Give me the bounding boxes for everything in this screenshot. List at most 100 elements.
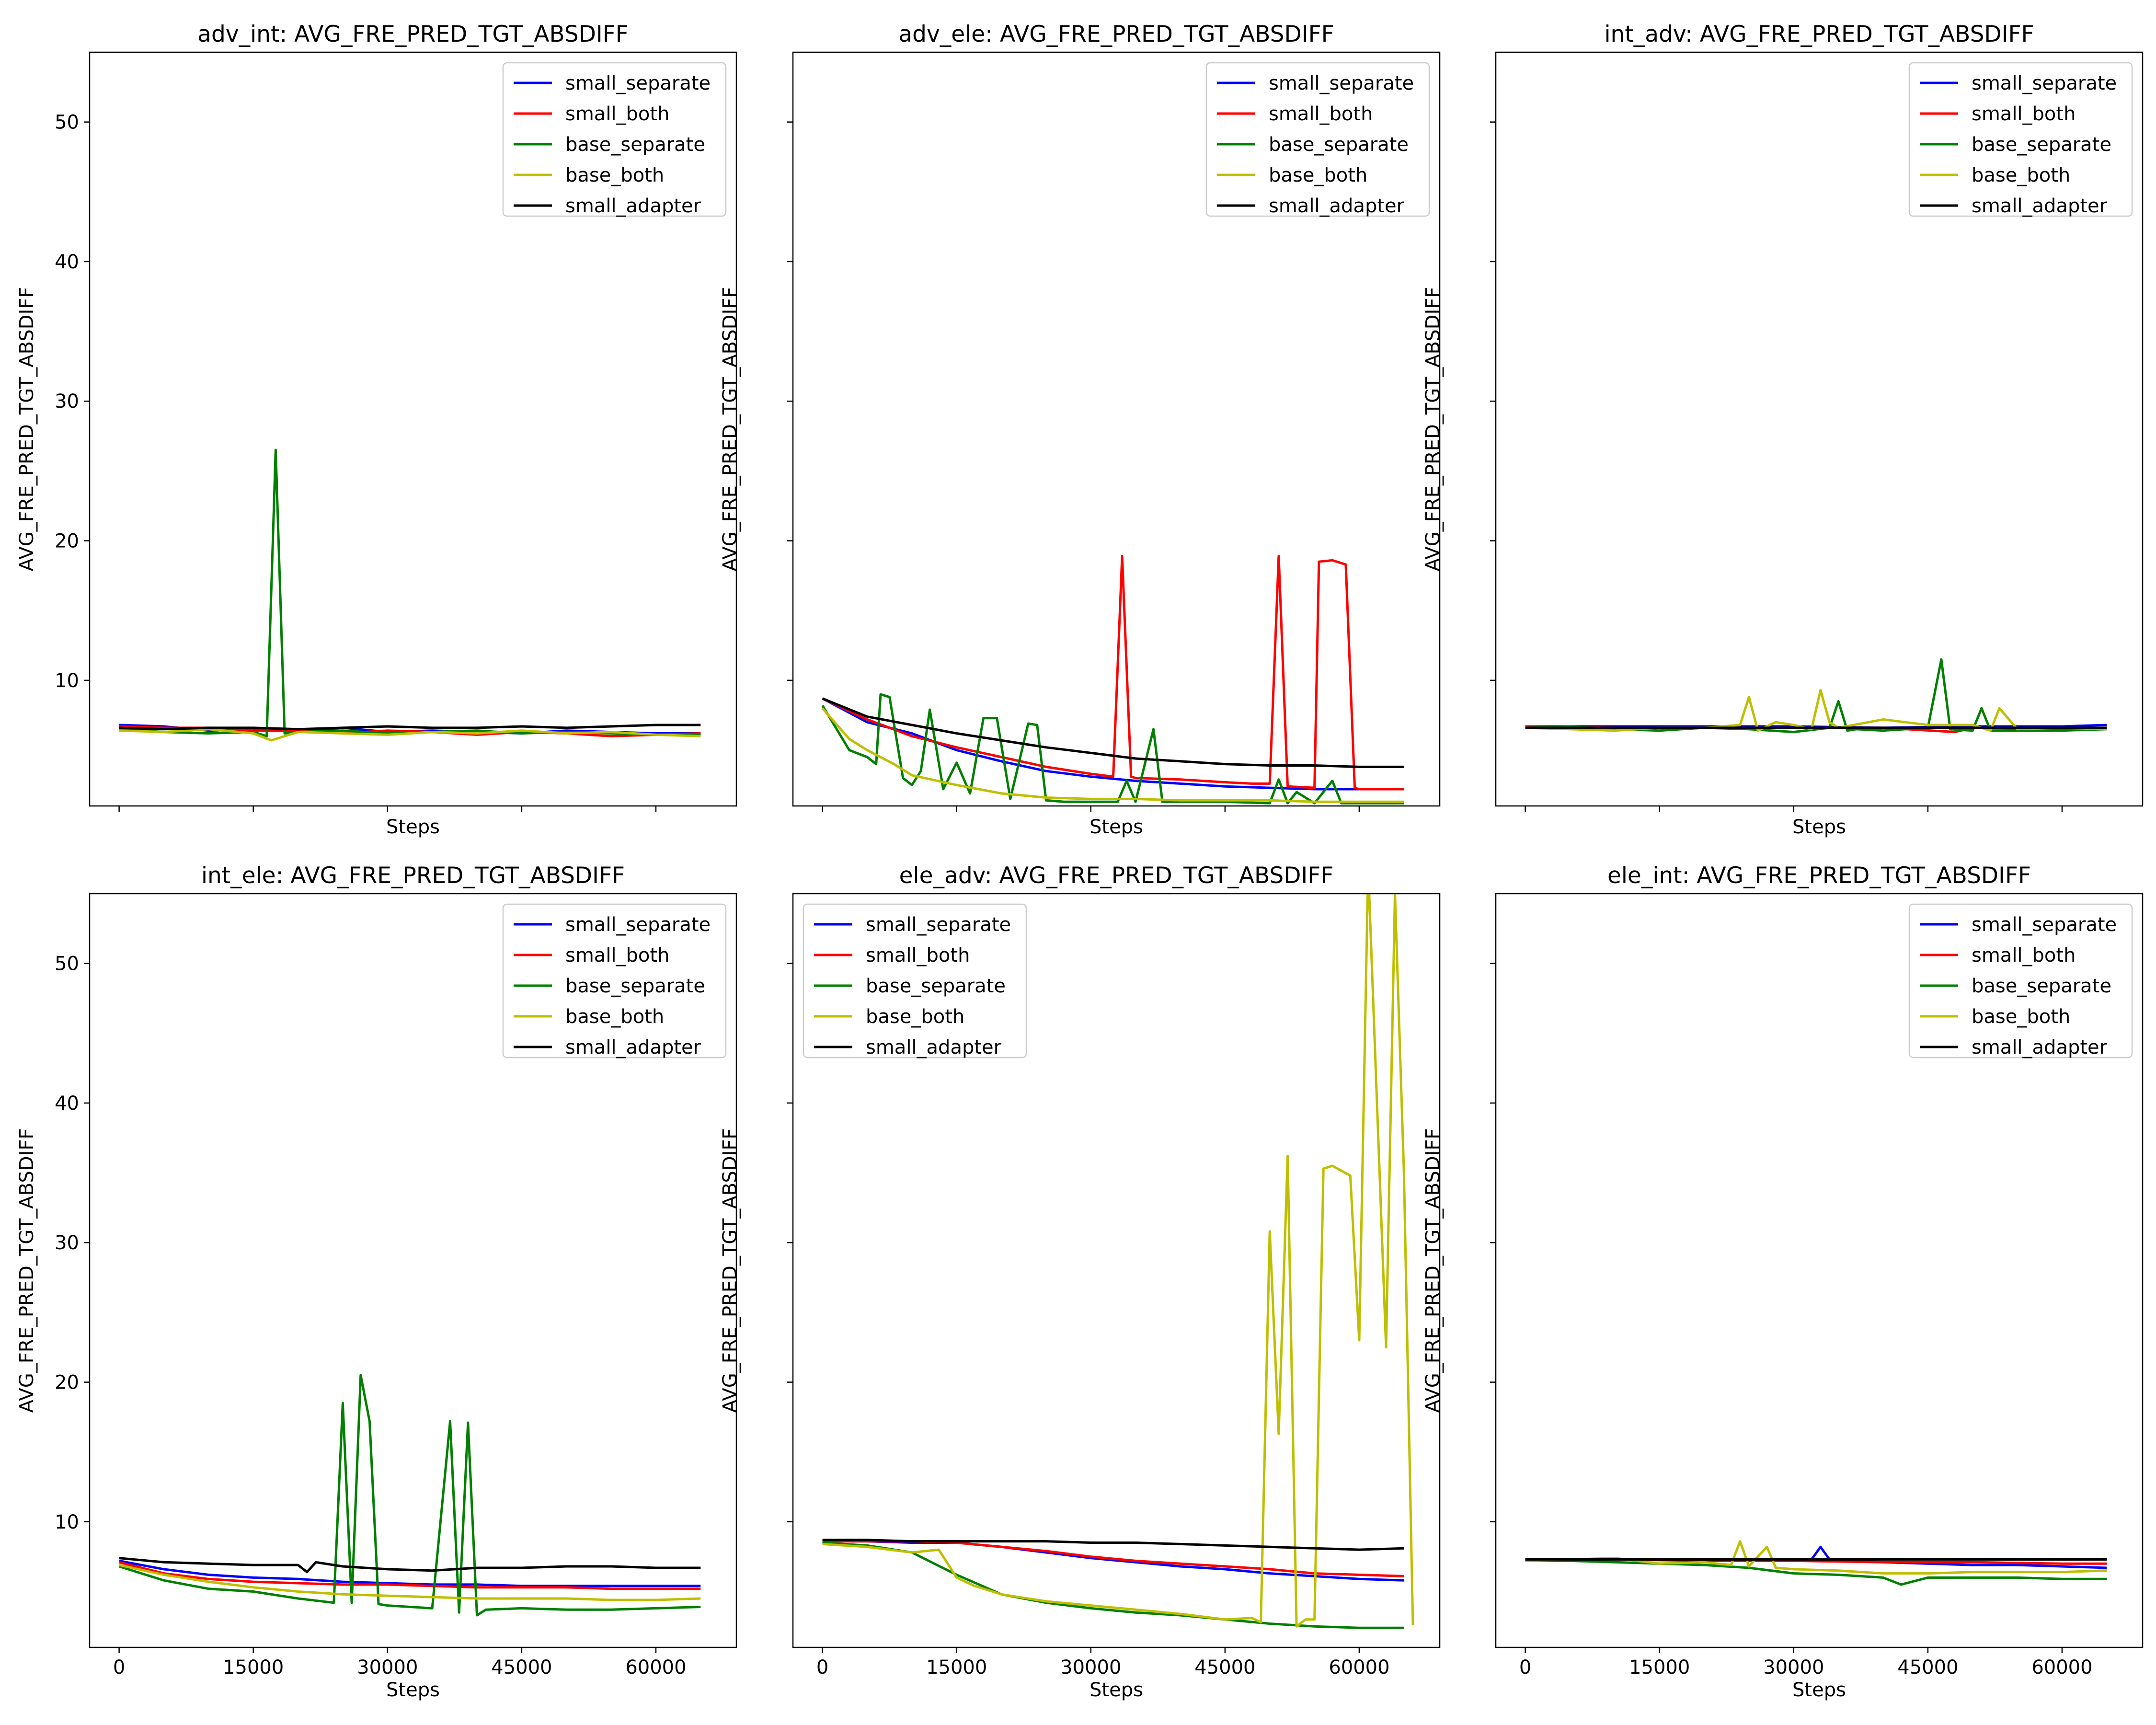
legend-label: base_separate (1269, 134, 1409, 156)
subplot-title: int_ele: AVG_FRE_PRED_TGT_ABSDIFF (201, 862, 625, 889)
y-tick-label: 50 (55, 112, 79, 134)
series-line-small_adapter (119, 1557, 701, 1574)
subplot-title: ele_int: AVG_FRE_PRED_TGT_ABSDIFF (1607, 862, 2031, 889)
legend-label: base_separate (565, 134, 705, 156)
series-line-small_separate (822, 697, 1404, 791)
x-tick-label: 45000 (491, 1656, 552, 1679)
legend-label: base_both (1972, 164, 2070, 186)
y-tick-label: 10 (55, 670, 79, 692)
axes-frame (89, 51, 737, 807)
y-axis-label: AVG_FRE_PRED_TGT_ABSDIFF (719, 1128, 741, 1413)
legend-label: small_adapter (1972, 1036, 2108, 1058)
y-tick-label: 20 (55, 530, 79, 552)
y-axis-label: AVG_FRE_PRED_TGT_ABSDIFF (16, 1128, 38, 1413)
series-line-small_adapter (119, 724, 701, 731)
series-line-base_both (1525, 1540, 2107, 1575)
y-tick-label: 10 (55, 1511, 79, 1533)
x-tick-label: 0 (113, 1656, 125, 1679)
legend-label: base_both (565, 164, 664, 186)
series-line-small_adapter (822, 1539, 1404, 1551)
y-tick-label: 30 (55, 1232, 79, 1254)
x-tick-label: 30000 (1763, 1656, 1824, 1679)
legend-label: base_both (1269, 164, 1367, 186)
x-tick-label: 30000 (1060, 1656, 1121, 1679)
legend-label: small_adapter (1972, 195, 2108, 217)
x-axis-label: Steps (1089, 1679, 1143, 1701)
x-tick-label: 0 (816, 1656, 828, 1679)
x-axis-label: Steps (1792, 816, 1846, 838)
series-line-base_both (822, 894, 1414, 1628)
legend: small_separate small_both base_separatebas… (502, 903, 727, 1058)
axes-frame (1495, 51, 2144, 807)
legend: small_separate small_both base_separatebas… (502, 62, 727, 217)
legend-box (1908, 903, 2133, 1058)
y-tick-label: 50 (55, 953, 79, 975)
legend-label: small_adapter (565, 195, 701, 217)
legend-label: small_both (565, 103, 669, 125)
series-line-small_adapter (822, 697, 1404, 768)
x-tick-label: 60000 (2031, 1656, 2092, 1679)
y-axis-label: AVG_FRE_PRED_TGT_ABSDIFF (719, 287, 741, 572)
x-tick-label: 60000 (1329, 1656, 1389, 1679)
y-tick-label: 40 (55, 251, 79, 273)
legend-label: small_both (565, 944, 669, 966)
y-axis-label: AVG_FRE_PRED_TGT_ABSDIFF (1422, 287, 1444, 572)
axes-frame (89, 893, 737, 1648)
subplot-title: adv_int: AVG_FRE_PRED_TGT_ABSDIFF (197, 21, 629, 47)
legend-box (1908, 62, 2133, 217)
legend-label: small_separate (1269, 72, 1414, 94)
x-tick-label: 30000 (357, 1656, 418, 1679)
x-tick-label: 15000 (223, 1656, 284, 1679)
legend-label: base_separate (1972, 975, 2111, 997)
legend-label: small_separate (1972, 914, 2117, 936)
subplot-5: ele_adv: AVG_FRE_PRED_TGT_ABSDIFF 0 15000 3… (719, 862, 1441, 1701)
subplot-title: int_adv: AVG_FRE_PRED_TGT_ABSDIFF (1604, 21, 2034, 47)
legend-box (1205, 62, 1430, 217)
subplot-3: int_adv: AVG_FRE_PRED_TGT_ABSDIFF Steps AV… (1422, 21, 2144, 838)
series-line-base_separate (822, 1541, 1404, 1629)
legend-label: base_separate (866, 975, 1006, 997)
y-tick-label: 30 (55, 391, 79, 413)
series-line-base_both (1525, 689, 2107, 732)
legend-label: small_adapter (866, 1036, 1002, 1058)
legend: small_separate small_both base_separatebas… (803, 903, 1027, 1058)
legend-label: small_both (1269, 103, 1373, 125)
subplot-6: ele_int: AVG_FRE_PRED_TGT_ABSDIFF 0 15000 3… (1422, 862, 2144, 1701)
legend-label: small_separate (565, 914, 711, 936)
legend-label: small_separate (565, 72, 711, 94)
y-tick-label: 40 (55, 1092, 79, 1115)
x-tick-label: 60000 (625, 1656, 686, 1679)
legend-label: small_adapter (565, 1036, 701, 1058)
axes-frame (1495, 893, 2144, 1648)
x-axis-label: Steps (386, 816, 440, 838)
legend: small_separate small_both base_separatebas… (1205, 62, 1430, 217)
x-tick-label: 15000 (926, 1656, 987, 1679)
legend-box (803, 903, 1027, 1058)
legend: small_separate small_both base_separatebas… (1908, 62, 2133, 217)
legend-label: small_both (1972, 103, 2076, 125)
legend-label: base_separate (565, 975, 705, 997)
x-axis-label: Steps (1089, 816, 1143, 838)
series-line-small_both (118, 1561, 701, 1590)
x-tick-label: 15000 (1629, 1656, 1690, 1679)
axes-frame (792, 51, 1441, 807)
axes-frame (792, 893, 1441, 1648)
legend-label: small_adapter (1269, 195, 1405, 217)
subplot-4: int_ele: AVG_FRE_PRED_TGT_ABSDIFF 0 15000 3… (16, 862, 737, 1701)
x-axis-label: Steps (386, 1679, 440, 1701)
legend-label: small_separate (1972, 72, 2117, 94)
subplot-title: ele_adv: AVG_FRE_PRED_TGT_ABSDIFF (899, 862, 1334, 889)
series-line-base_separate (821, 693, 1404, 805)
y-tick-label: 20 (55, 1372, 79, 1394)
legend-label: small_separate (866, 914, 1011, 936)
x-axis-label: Steps (1792, 1679, 1846, 1701)
legend-box (502, 62, 727, 217)
legend-label: base_both (866, 1006, 964, 1028)
legend: small_separate small_both base_separatebas… (1908, 903, 2133, 1058)
legend-label: base_both (1972, 1006, 2070, 1028)
series-line-base_both (119, 728, 701, 742)
legend-label: base_both (565, 1006, 664, 1028)
series-line-base_separate (118, 1374, 701, 1617)
series-line-base_both (119, 1564, 701, 1601)
